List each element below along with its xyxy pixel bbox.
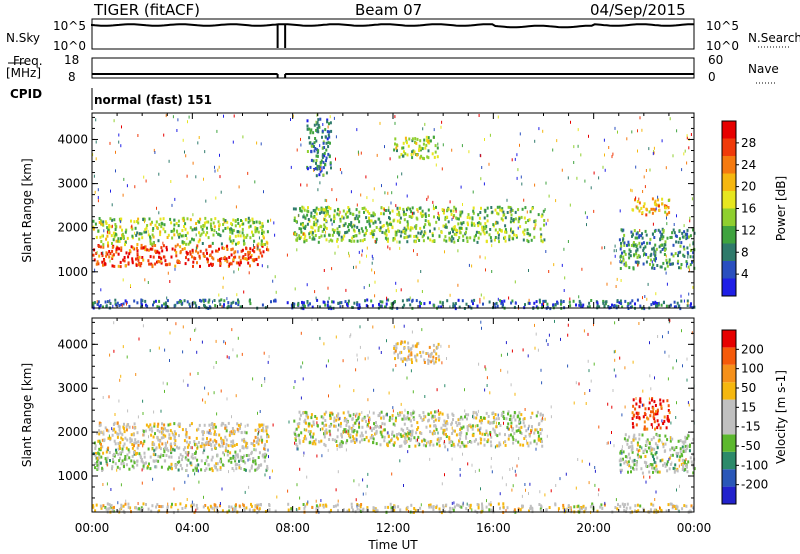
velocity-cb-tick-label-2: 50 bbox=[741, 381, 756, 395]
velocity-colorbar-label: Velocity [m s-1] bbox=[774, 370, 788, 464]
power-ytick-label-2: 3000 bbox=[57, 177, 88, 191]
power-cb-tick-label-5: 24 bbox=[741, 158, 756, 172]
xaxis-tick-label-3: 12:00 bbox=[376, 521, 411, 535]
nsearch-tick-top: 10^5 bbox=[706, 19, 739, 33]
power-colorbar-label: Power [dB] bbox=[774, 176, 788, 241]
velocity-colorbar-seg-9 bbox=[722, 330, 736, 348]
power-cb-tick-label-6: 28 bbox=[741, 136, 756, 150]
velocity-cb-tick-label-0: 200 bbox=[741, 342, 764, 356]
xaxis-tick-label-5: 20:00 bbox=[576, 521, 611, 535]
nave-label: Nave bbox=[748, 62, 779, 76]
cpid-text: normal (fast) 151 bbox=[94, 93, 212, 107]
velocity-ytick-label-0: 1000 bbox=[57, 469, 88, 483]
power-ylabel: Slant Range [km] bbox=[20, 158, 34, 262]
beam-title: Beam 07 bbox=[355, 1, 423, 19]
freq-unit-label: [MHz] bbox=[6, 66, 42, 80]
power-ytick-label-0: 1000 bbox=[57, 265, 88, 279]
nave-tick-top: 60 bbox=[708, 53, 724, 67]
xaxis-tick-label-1: 04:00 bbox=[175, 521, 210, 535]
radar-title: TIGER (fitACF) bbox=[94, 1, 201, 19]
velocity-colorbar-frame bbox=[721, 329, 737, 505]
date-title: 04/Sep/2015 bbox=[590, 1, 686, 19]
freq-strip-frame bbox=[91, 57, 695, 79]
power-colorbar-seg-8 bbox=[722, 138, 736, 156]
xaxis-tick-label-6: 00:00 bbox=[677, 521, 712, 535]
power-colorbar-seg-9 bbox=[722, 121, 736, 139]
velocity-colorbar-seg-3 bbox=[722, 434, 736, 452]
velocity-colorbar-seg-7 bbox=[722, 364, 736, 383]
nsky-series-line bbox=[91, 23, 694, 29]
nave-tick-bottom: 0 bbox=[708, 70, 716, 84]
power-ytick-label-1: 2000 bbox=[57, 221, 88, 235]
power-cb-tick-label-1: 8 bbox=[741, 245, 749, 259]
xaxis-tick-label-2: 08:00 bbox=[275, 521, 310, 535]
velocity-cb-tick-label-4: -15 bbox=[741, 420, 761, 434]
velocity-colorbar-seg-6 bbox=[722, 382, 736, 400]
power-ytick-label-3: 4000 bbox=[57, 132, 88, 146]
velocity-ytick-label-1: 2000 bbox=[57, 425, 88, 439]
power-colorbar-seg-6 bbox=[722, 173, 736, 191]
xaxis-tick-label-4: 16:00 bbox=[476, 521, 511, 535]
velocity-colorbar-seg-0 bbox=[722, 486, 736, 504]
velocity-colorbar-seg-8 bbox=[722, 347, 736, 365]
velocity-colorbar-seg-1 bbox=[722, 469, 736, 487]
cpid-label: CPID bbox=[10, 87, 43, 101]
freq-label: Freq. bbox=[13, 54, 43, 68]
velocity-cb-tick-label-3: 15 bbox=[741, 400, 756, 414]
power-heatmap-cells bbox=[92, 113, 696, 311]
velocity-colorbar-seg-4 bbox=[722, 417, 736, 435]
velocity-cb-tick-label-1: 100 bbox=[741, 362, 764, 376]
power-colorbar-seg-1 bbox=[722, 261, 736, 279]
power-cb-tick-label-2: 12 bbox=[741, 223, 756, 237]
velocity-cb-tick-label-6: -100 bbox=[741, 458, 768, 472]
velocity-ylabel: Slant Range [km] bbox=[20, 363, 34, 467]
nsearch-label: N.Search bbox=[748, 31, 800, 45]
nsearch-tick-bottom: 10^0 bbox=[706, 39, 739, 53]
velocity-colorbar-seg-2 bbox=[722, 451, 736, 470]
velocity-colorbar-seg-5 bbox=[722, 399, 736, 417]
velocity-ytick-label-3: 4000 bbox=[57, 337, 88, 351]
power-colorbar-seg-3 bbox=[722, 226, 736, 244]
velocity-cb-tick-label-5: -50 bbox=[741, 439, 761, 453]
xaxis-label: Time UT bbox=[367, 538, 418, 552]
power-colorbar-seg-0 bbox=[722, 278, 736, 296]
power-cb-tick-label-3: 16 bbox=[741, 202, 756, 216]
nsky-label: N.Sky bbox=[6, 31, 41, 45]
velocity-cb-tick-label-7: -200 bbox=[741, 478, 768, 492]
power-cb-tick-label-0: 4 bbox=[741, 267, 749, 281]
power-colorbar-seg-5 bbox=[722, 191, 736, 209]
velocity-heatmap-cells bbox=[92, 318, 696, 515]
nsky-tick-top: 10^5 bbox=[53, 19, 86, 33]
velocity-ytick-label-2: 3000 bbox=[57, 381, 88, 395]
freq-tick-bottom: 8 bbox=[68, 70, 76, 84]
xaxis-tick-label-0: 00:00 bbox=[75, 521, 110, 535]
power-colorbar-seg-2 bbox=[722, 243, 736, 261]
power-colorbar-seg-7 bbox=[722, 156, 736, 174]
nsky-tick-bottom: 10^0 bbox=[53, 39, 86, 53]
power-cb-tick-label-4: 20 bbox=[741, 180, 756, 194]
power-colorbar-seg-4 bbox=[722, 208, 736, 226]
freq-tick-top: 18 bbox=[64, 53, 80, 67]
